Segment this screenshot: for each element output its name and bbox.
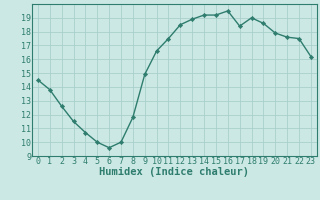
X-axis label: Humidex (Indice chaleur): Humidex (Indice chaleur) — [100, 167, 249, 177]
